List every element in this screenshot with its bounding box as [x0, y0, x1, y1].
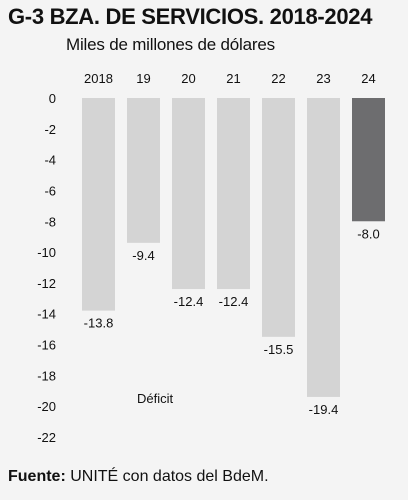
y-tick-label: -22 [37, 430, 56, 445]
y-tick-label: -4 [44, 153, 56, 168]
y-tick-label: -6 [44, 183, 56, 198]
y-tick-label: -16 [37, 338, 56, 353]
chart-title: G-3 BZA. DE SERVICIOS. 2018-2024 [8, 4, 373, 29]
value-labels: -13.8 -9.4 -12.4 -12.4 -15.5 -19.4 -8.0 [84, 226, 380, 417]
x-category-label: 23 [316, 71, 330, 86]
bar [127, 98, 160, 243]
y-tick-label: -20 [37, 399, 56, 414]
source-text: UNITÉ con datos del BdeM. [65, 468, 269, 485]
x-category-label: 21 [226, 71, 240, 86]
bar [172, 98, 205, 290]
source-label: Fuente: [8, 468, 66, 485]
x-category-label: 22 [271, 71, 285, 86]
y-tick-label: -10 [37, 245, 56, 260]
value-label: -13.8 [84, 316, 114, 331]
y-tick-label: -8 [44, 214, 56, 229]
bar [307, 98, 340, 397]
source-note: Fuente: UNITÉ con datos del BdeM. [8, 468, 269, 486]
x-category-label: 19 [136, 71, 150, 86]
x-category-label: 20 [181, 71, 195, 86]
value-label: -8.0 [357, 226, 379, 241]
x-category-label: 2018 [84, 71, 113, 86]
value-label: -12.4 [219, 294, 249, 309]
chart-subtitle: Miles de millones de dólares [66, 35, 275, 54]
value-label: -12.4 [174, 294, 204, 309]
bar [262, 98, 295, 337]
deficit-annotation: Déficit [137, 391, 174, 406]
value-label: -19.4 [309, 402, 339, 417]
bar [82, 98, 115, 311]
bar [352, 98, 385, 222]
value-label: -15.5 [264, 342, 294, 357]
x-axis-categories: 2018 19 20 21 22 23 24 [84, 71, 376, 86]
y-tick-label: -18 [37, 368, 56, 383]
bar [217, 98, 250, 290]
y-tick-label: -2 [44, 122, 56, 137]
x-category-label: 24 [361, 71, 375, 86]
y-tick-label: 0 [49, 91, 56, 106]
bar-chart: 0-2-4-6-8-10-12-14-16-18-20-22 2018 19 20 2… [37, 71, 385, 445]
y-tick-label: -12 [37, 276, 56, 291]
y-axis: 0 -2 -4 -6 -8 -10 -12 -14 -16 -18 -20 -22 [37, 91, 56, 445]
y-tick-label: -14 [37, 307, 56, 322]
bars [82, 98, 385, 397]
value-label: -9.4 [132, 248, 154, 263]
